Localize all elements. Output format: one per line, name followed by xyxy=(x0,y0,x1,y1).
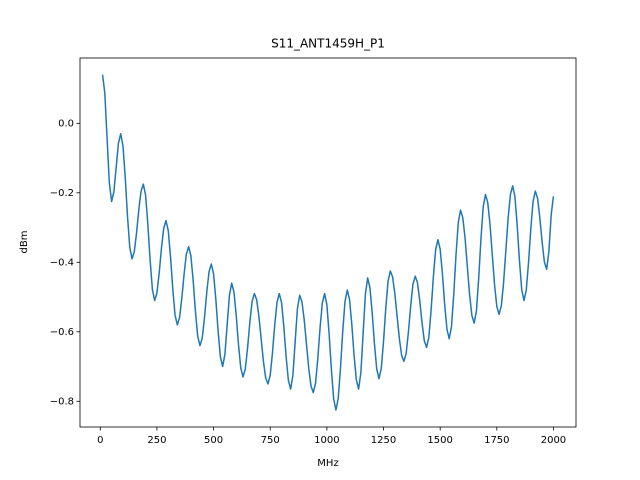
x-tick-label: 1250 xyxy=(371,435,396,446)
chart-title: S11_ANT1459H_P1 xyxy=(271,37,385,51)
y-tick-label: 0.0 xyxy=(58,118,74,129)
x-tick-label: 1000 xyxy=(314,435,339,446)
x-tick-label: 1750 xyxy=(484,435,509,446)
x-tick-label: 750 xyxy=(261,435,280,446)
y-tick-label: −0.6 xyxy=(50,327,74,338)
y-axis-label: dBm xyxy=(19,231,30,254)
x-tick-label: 1500 xyxy=(427,435,452,446)
y-tick-label: −0.2 xyxy=(50,188,74,199)
x-tick-label: 250 xyxy=(147,435,166,446)
x-tick-label: 500 xyxy=(204,435,223,446)
y-tick-label: −0.4 xyxy=(50,257,74,268)
y-tick-label: −0.8 xyxy=(50,396,74,407)
x-tick-label: 0 xyxy=(97,435,103,446)
x-axis-label: MHz xyxy=(317,458,338,469)
x-tick-label: 2000 xyxy=(541,435,566,446)
axes-frame xyxy=(79,57,577,428)
data-line xyxy=(101,74,555,411)
